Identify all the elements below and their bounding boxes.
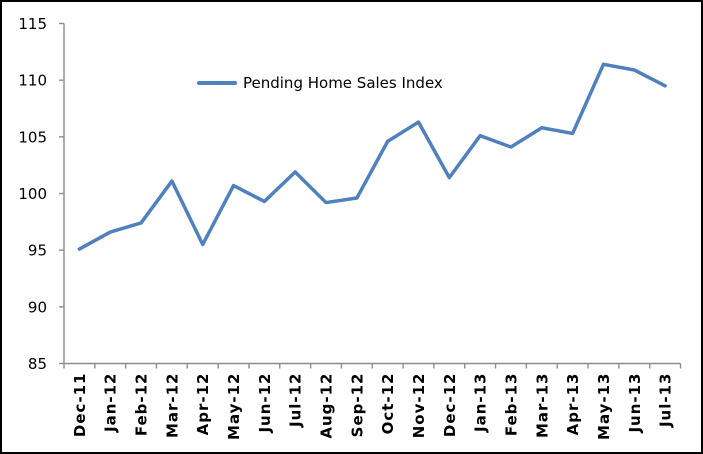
x-tick-label: Dec-11 <box>71 373 89 438</box>
y-tick-label: 95 <box>28 242 47 260</box>
x-tick-label: Feb-12 <box>133 373 151 437</box>
y-tick-label: 85 <box>28 355 47 373</box>
legend-label: Pending Home Sales Index <box>243 74 443 92</box>
x-tick-label: Nov-12 <box>410 373 428 439</box>
y-tick-label: 110 <box>18 72 47 90</box>
x-tick-label: Oct-12 <box>379 373 397 435</box>
x-tick-label: Jul-13 <box>657 373 675 429</box>
x-tick-label: Jun-12 <box>256 373 274 434</box>
x-tick-label: Jun-13 <box>626 373 644 434</box>
series-line-pending-home-sales-index <box>77 62 667 251</box>
y-tick-label: 115 <box>18 15 47 33</box>
x-tick-label: Feb-13 <box>502 373 520 437</box>
x-tick-label: Apr-13 <box>564 373 582 436</box>
x-tick-label: Mar-12 <box>163 373 181 439</box>
x-tick-label: May-13 <box>595 373 613 440</box>
x-tick-label: Jul-12 <box>287 373 305 429</box>
legend-line-icon <box>197 81 237 85</box>
x-tick-label: Jan-13 <box>472 373 490 433</box>
x-tick-label: Jan-12 <box>102 373 120 433</box>
y-tick-label: 90 <box>28 298 47 316</box>
x-tick-label: Sep-12 <box>348 373 366 438</box>
x-tick-label: May-12 <box>225 373 243 440</box>
x-tick-label: Aug-12 <box>318 373 336 439</box>
y-tick-label: 105 <box>18 128 47 146</box>
x-tick-label: Mar-13 <box>533 373 551 439</box>
x-tick-label: Apr-12 <box>194 373 212 436</box>
x-tick-label: Dec-12 <box>441 373 459 438</box>
legend: Pending Home Sales Index <box>197 72 443 94</box>
y-tick-label: 100 <box>18 185 47 203</box>
